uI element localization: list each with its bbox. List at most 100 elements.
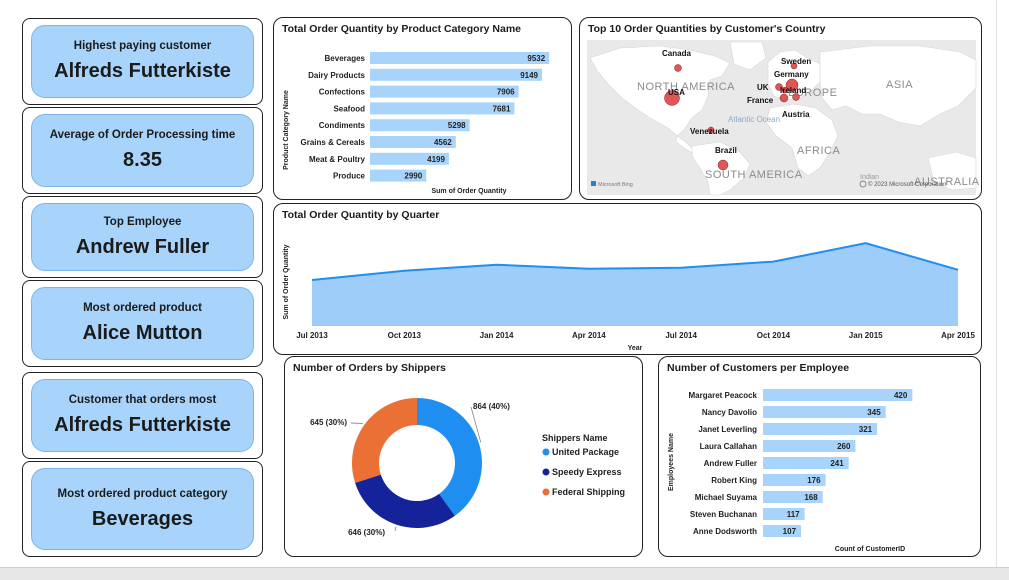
data-label: 168 <box>804 493 818 502</box>
bing-logo-icon <box>591 181 596 186</box>
panel-quarter-area[interactable]: Total Order Quantity by Quarter Sum of O… <box>273 203 982 355</box>
bar <box>763 457 849 469</box>
map-bubble-france[interactable] <box>779 93 789 103</box>
kpi-label: Most ordered product <box>83 302 202 314</box>
map-bubble-canada[interactable] <box>674 64 682 72</box>
map-bubble-usa[interactable] <box>664 90 680 106</box>
country-label: Canada <box>662 49 691 58</box>
category-label: Janet Leverling <box>698 425 757 434</box>
bar <box>763 525 802 537</box>
category-label: Meat & Poultry <box>309 155 366 164</box>
leader-line <box>394 526 397 532</box>
data-label: 241 <box>830 459 844 468</box>
bar <box>763 440 856 452</box>
legend-marker <box>542 488 550 496</box>
kpi-label: Customer that orders most <box>68 394 217 406</box>
bar <box>370 102 515 115</box>
data-label: 117 <box>787 510 800 519</box>
data-label: 864 (40%) <box>473 402 510 411</box>
map-bubble-brazil[interactable] <box>717 159 729 171</box>
area-fill <box>312 243 958 326</box>
kpi-card-customer-orders-most[interactable]: Customer that orders most Alfreds Futter… <box>22 372 263 459</box>
category-label: Laura Callahan <box>700 442 757 451</box>
panel-customers-per-employee[interactable]: Number of Customers per Employee Employe… <box>658 356 981 557</box>
kpi-card-top-employee[interactable]: Top Employee Andrew Fuller <box>22 196 263 278</box>
data-label: 260 <box>837 442 851 451</box>
continent-label: NORTH AMERICA <box>637 81 735 93</box>
map-copyright: © 2023 Microsoft Corporation <box>868 181 946 188</box>
bar <box>763 491 823 503</box>
world-map[interactable]: NORTH AMERICA SOUTH AMERICA EUROPE ASIA … <box>580 18 982 200</box>
category-label: Grains & Cereals <box>301 138 366 147</box>
bar <box>370 85 519 98</box>
land-north-america <box>589 45 731 137</box>
series-line <box>311 242 959 281</box>
country-label: Venezuela <box>690 127 729 136</box>
info-icon[interactable] <box>859 180 867 188</box>
donut-slice <box>352 398 417 483</box>
donut-slice <box>417 398 482 516</box>
data-label: 9532 <box>527 54 545 63</box>
legend-marker <box>542 448 550 456</box>
map-bubble-germany[interactable] <box>785 78 799 92</box>
map-bubble-austria[interactable] <box>792 93 800 101</box>
category-label: Michael Suyama <box>695 493 758 502</box>
x-tick-label: Oct 2014 <box>757 331 791 340</box>
bar <box>763 508 805 520</box>
chart-title: Total Order Quantity by Product Category… <box>282 23 522 35</box>
land-africa <box>765 103 839 177</box>
kpi-card-body: Most ordered product Alice Mutton <box>31 287 254 360</box>
data-label: 9149 <box>520 71 538 80</box>
kpi-card-body: Most ordered product category Beverages <box>31 468 254 550</box>
x-tick-label: Apr 2015 <box>941 331 975 340</box>
x-tick-label: Jul 2014 <box>665 331 697 340</box>
map-bubble-uk[interactable] <box>775 83 783 91</box>
panel-shippers-donut[interactable]: Number of Orders by Shippers 864 (40%) 64… <box>284 356 643 557</box>
leader-line <box>350 422 363 424</box>
kpi-value: Alfreds Futterkiste <box>54 60 231 82</box>
kpi-card-body: Highest paying customer Alfreds Futterki… <box>31 25 254 98</box>
panel-country-map[interactable]: Top 10 Order Quantities by Customer's Co… <box>579 17 982 200</box>
continent-label: AUSTRALIA <box>914 176 980 188</box>
bar <box>763 423 878 435</box>
country-label: Germany <box>774 70 809 79</box>
x-tick-label: Jan 2014 <box>480 331 514 340</box>
data-label: 2990 <box>404 172 422 181</box>
panel-category-quantity[interactable]: Total Order Quantity by Product Category… <box>273 17 572 200</box>
country-label: UK <box>757 83 769 92</box>
category-label: Dairy Products <box>308 71 365 80</box>
chart-title: Number of Orders by Shippers <box>293 362 446 374</box>
kpi-card-highest-paying-customer[interactable]: Highest paying customer Alfreds Futterki… <box>22 18 263 105</box>
kpi-card-most-ordered-category[interactable]: Most ordered product category Beverages <box>22 461 263 557</box>
map-bubble-sweden[interactable] <box>790 62 798 70</box>
x-tick-label: Jul 2013 <box>296 331 328 340</box>
leader-line <box>470 406 482 443</box>
kpi-label: Highest paying customer <box>73 40 212 52</box>
data-label: 645 (30%) <box>310 418 347 427</box>
category-label: Margaret Peacock <box>689 391 758 400</box>
kpi-card-most-ordered-product[interactable]: Most ordered product Alice Mutton <box>22 280 263 367</box>
map-watermark: Microsoft Bing <box>598 182 633 188</box>
country-label: France <box>747 96 774 105</box>
data-label: 5298 <box>448 121 466 130</box>
country-label: Brazil <box>715 146 737 155</box>
kpi-card-body: Customer that orders most Alfreds Futter… <box>31 379 254 452</box>
legend-label: United Package <box>552 447 619 457</box>
kpi-card-avg-order-processing-time[interactable]: Average of Order Processing time 8.35 <box>22 107 263 194</box>
kpi-value: 8.35 <box>123 149 162 171</box>
donut-slice <box>355 474 455 528</box>
x-axis-label: Count of CustomerID <box>835 546 905 553</box>
shippers-donut-chart: 864 (40%) 646 (30%) 645 (30%) Shippers Name… <box>310 398 625 537</box>
legend-label: Speedy Express <box>552 467 622 477</box>
x-axis-label: Sum of Order Quantity <box>431 188 506 195</box>
data-label: 7681 <box>493 104 511 113</box>
data-label: 420 <box>894 391 908 400</box>
country-label: Austria <box>782 110 810 119</box>
land-greenland <box>729 41 767 71</box>
bar <box>763 474 826 486</box>
ocean-label: Atlantic Ocean <box>728 115 780 124</box>
map-bubble-ireland[interactable] <box>781 86 789 94</box>
data-label: 7906 <box>497 88 515 97</box>
data-label: 176 <box>807 476 821 485</box>
map-bubble-venezuela[interactable] <box>707 126 715 134</box>
